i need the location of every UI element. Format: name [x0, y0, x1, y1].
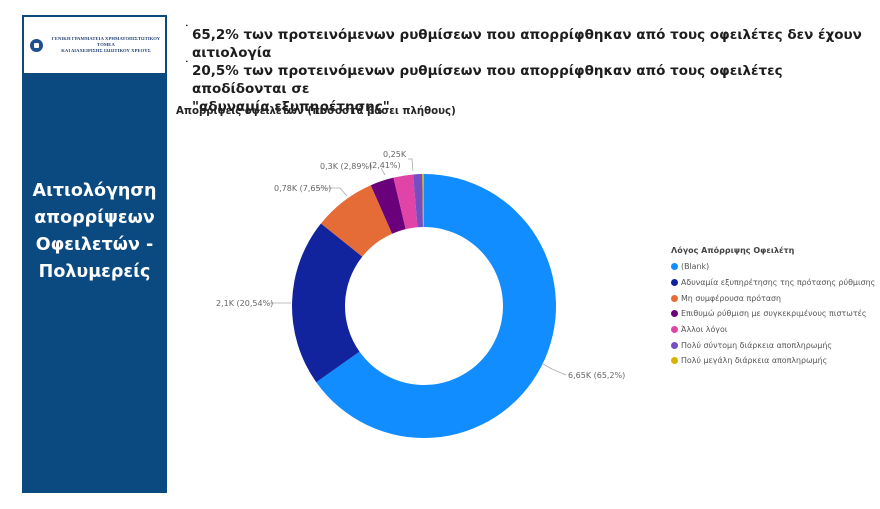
page-title-line-1: Αιτιολόγηση: [32, 181, 157, 201]
logo-text: ΓΕΝΙΚΗ ΓΡΑΜΜΑΤΕΙΑ ΧΡΗΜΑΤΟΠΙΣΤΩΤΙΚΟΥ ΤΟΜΕ…: [47, 36, 165, 54]
legend-item[interactable]: Επιθυμώ ρύθμιση με συγκεκριμένους πιστωτ…: [671, 306, 875, 322]
finding-item: ˙ 20,5% των προτεινόμενων ρυθμίσεων που …: [182, 59, 862, 116]
page-title-line-4: Πολυμερείς: [38, 262, 151, 282]
legend-dot-icon: [671, 341, 678, 349]
key-findings: ˙ 65,2% των προτεινόμενων ρυθμίσεων που …: [182, 23, 862, 116]
legend-dot-icon: [671, 263, 678, 271]
organization-logo: ΓΕΝΙΚΗ ΓΡΑΜΜΑΤΕΙΑ ΧΡΗΜΑΤΟΠΙΣΤΩΤΙΚΟΥ ΤΟΜΕ…: [24, 17, 165, 73]
legend-label: Μη συμφέρουσα πρόταση: [681, 293, 782, 303]
leader-line-alloi: [408, 158, 414, 172]
legend-item[interactable]: Αδυναμία εξυπηρέτησης της πρότασης ρύθμι…: [671, 275, 875, 291]
finding-text-cont: αιτιολογία: [192, 45, 272, 61]
page-title: Αιτιολόγηση απορρίψεων Οφειλετών - Πολυμ…: [22, 178, 167, 286]
logo-line-1: ΓΕΝΙΚΗ ΓΡΑΜΜΑΤΕΙΑ ΧΡΗΜΑΤΟΠΙΣΤΩΤΙΚΟΥ ΤΟΜΕ…: [51, 36, 161, 47]
legend-label: Αδυναμία εξυπηρέτησης της πρότασης ρύθμι…: [681, 278, 876, 288]
legend-item[interactable]: Πολύ μεγάλη διάρκεια αποπληρωμής: [671, 353, 875, 369]
leader-line-blank: [542, 363, 567, 376]
donut-slice[interactable]: [422, 174, 424, 228]
donut-slice[interactable]: [316, 174, 556, 438]
legend-item[interactable]: Πολύ σύντομη διάρκεια αποπληρωμής: [671, 337, 875, 353]
finding-text-cont: "αδυναμία εξυπηρέτησης": [192, 99, 390, 115]
legend-dot-icon: [671, 326, 678, 334]
donut-slice[interactable]: [292, 223, 363, 383]
donut-slice[interactable]: [393, 174, 418, 230]
label-adynamia: 2,1K (20,54%): [216, 299, 273, 308]
donut-slices: [292, 174, 556, 438]
leader-line-mi-symf: [316, 187, 348, 197]
chart-title: Απορρίψεις οφειλετών (ποσοστά βάσει πλήθ…: [176, 106, 456, 117]
logo-line-2: ΚΑΙ ΔΙΑΧΕΙΡΙΣΗΣ ΙΔΙΩΤΙΚΟΥ ΧΡΕΟΥΣ: [61, 48, 151, 53]
donut-slice[interactable]: [413, 174, 423, 228]
label-alloi-pct: (2,41%): [369, 161, 401, 170]
legend-label: Πολύ σύντομη διάρκεια αποπληρωμής: [681, 340, 833, 350]
label-epithymo: 0,3K (2,89%): [320, 162, 372, 171]
label-alloi-count: 0,25K: [383, 150, 407, 159]
page-title-line-3: Οφειλετών -: [35, 235, 154, 255]
bullet-icon: ˙: [184, 23, 190, 36]
legend-dot-icon: [671, 279, 678, 287]
legend-label: Επιθυμώ ρύθμιση με συγκεκριμένους πιστωτ…: [681, 309, 867, 319]
legend-dot-icon: [671, 294, 678, 302]
legend-dot-icon: [671, 357, 678, 365]
page-title-line-2: απορρίψεων: [34, 208, 155, 228]
leader-line-epithymo: [380, 167, 386, 176]
chart-legend: Λόγος Απόρριψης Οφειλέτη (Blank) Αδυναμία…: [671, 246, 875, 369]
sidebar-panel: [22, 15, 167, 493]
finding-text: 65,2% των προτεινόμενων ρυθμίσεων που απ…: [192, 27, 862, 43]
donut-slice[interactable]: [370, 177, 406, 234]
finding-item: ˙ 65,2% των προτεινόμενων ρυθμίσεων που …: [182, 23, 862, 62]
legend-label: Πολύ μεγάλη διάρκεια αποπληρωμής: [681, 356, 828, 366]
legend-item[interactable]: Άλλοι λόγοι: [671, 322, 875, 338]
legend-label: Άλλοι λόγοι: [681, 325, 728, 335]
donut-slice[interactable]: [320, 185, 393, 257]
label-mi-symf: 0,78K (7,65%): [274, 184, 331, 193]
label-blank: 6,65K (65,2%): [568, 371, 625, 380]
legend-item[interactable]: Μη συμφέρουσα πρόταση: [671, 290, 875, 306]
greek-emblem-icon: [30, 38, 43, 52]
legend-dot-icon: [671, 310, 678, 318]
legend-item[interactable]: (Blank): [671, 259, 875, 275]
legend-title: Λόγος Απόρριψης Οφειλέτη: [671, 246, 795, 255]
legend-label: (Blank): [681, 262, 710, 272]
bullet-icon: ˙: [184, 59, 190, 72]
finding-text: 20,5% των προτεινόμενων ρυθμίσεων που απ…: [192, 63, 783, 97]
leader-lines: [268, 158, 567, 376]
